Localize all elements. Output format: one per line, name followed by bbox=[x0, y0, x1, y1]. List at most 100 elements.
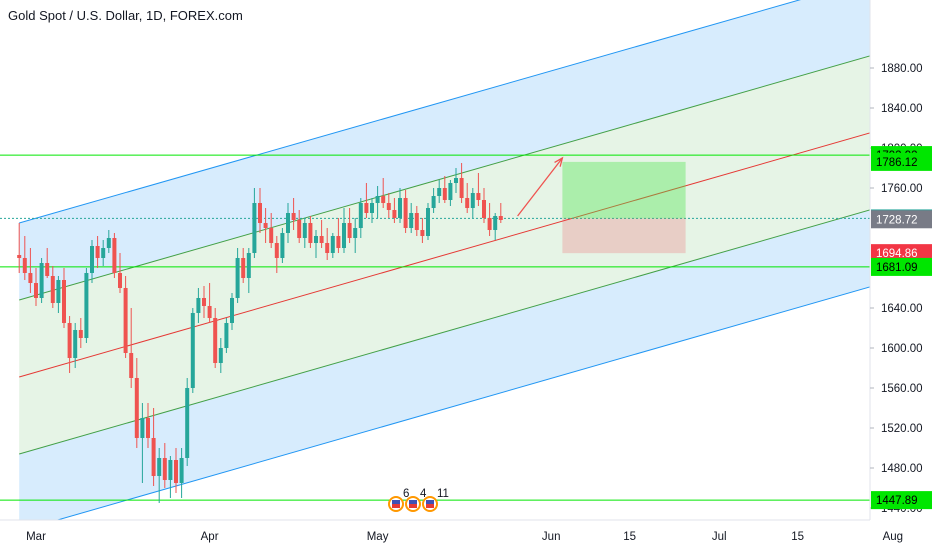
channel-median-line bbox=[19, 132, 870, 378]
candle bbox=[459, 163, 464, 203]
candle-body bbox=[101, 248, 106, 258]
candle bbox=[213, 308, 218, 368]
candle-body bbox=[90, 246, 94, 273]
candle-body bbox=[493, 216, 498, 230]
candle-body bbox=[398, 198, 402, 218]
price-axis-tick-label: 1480.00 bbox=[881, 463, 923, 475]
candle bbox=[470, 188, 475, 218]
candle-body bbox=[459, 178, 464, 198]
candle bbox=[45, 248, 50, 278]
price-tag-level[interactable]: 1681.09 bbox=[871, 257, 932, 276]
candle bbox=[224, 318, 229, 353]
candle-body bbox=[241, 258, 246, 278]
candle-body bbox=[336, 236, 341, 248]
candle-body bbox=[409, 213, 414, 228]
price-tag-stop[interactable]: 1694.86 bbox=[871, 244, 932, 263]
candle bbox=[398, 188, 402, 223]
candle bbox=[185, 378, 190, 466]
price-axis-tick-label: 1560.00 bbox=[881, 383, 923, 395]
event-badge[interactable]: 11 bbox=[422, 488, 449, 512]
candle bbox=[274, 236, 279, 273]
price-axis-tick-label: 1600.00 bbox=[881, 343, 923, 355]
candle bbox=[498, 203, 503, 223]
candle-body bbox=[224, 323, 229, 348]
candle-body bbox=[129, 353, 134, 378]
event-badge[interactable]: 6 bbox=[388, 488, 409, 512]
candle bbox=[258, 188, 262, 233]
candle-body bbox=[487, 218, 492, 230]
price-tag-level[interactable]: 1447.89 bbox=[871, 491, 932, 510]
candle-body bbox=[280, 233, 285, 258]
candle-body bbox=[353, 228, 358, 238]
candle-body bbox=[325, 243, 330, 253]
candle-body bbox=[151, 438, 156, 476]
candle-body bbox=[174, 460, 178, 483]
candle-body bbox=[50, 276, 55, 303]
candle bbox=[325, 228, 330, 260]
candle-body bbox=[207, 306, 212, 318]
position-profit-zone[interactable] bbox=[562, 161, 686, 219]
candle bbox=[302, 218, 307, 248]
price-tag-grey[interactable]: 1728.72 bbox=[871, 210, 932, 229]
candle-body bbox=[482, 200, 486, 218]
candle bbox=[476, 173, 481, 206]
event-badge-count: 11 bbox=[437, 488, 449, 500]
candle-body bbox=[448, 183, 453, 200]
projection-arrow-line bbox=[517, 157, 563, 217]
candle-body bbox=[168, 460, 173, 480]
candle bbox=[465, 183, 470, 213]
price-tag-level[interactable]: 1786.12 bbox=[871, 152, 932, 171]
candle-body bbox=[364, 203, 369, 213]
flag-icon-stripe bbox=[426, 500, 434, 504]
candle-body bbox=[370, 203, 374, 213]
plot-area[interactable] bbox=[0, 0, 932, 531]
candle-body bbox=[269, 228, 274, 243]
event-badge[interactable]: 4 bbox=[405, 488, 427, 512]
projection-arrow-head bbox=[554, 156, 564, 167]
candle-body bbox=[213, 318, 218, 363]
candle bbox=[73, 323, 78, 368]
candle-body bbox=[146, 418, 150, 438]
candle bbox=[95, 236, 100, 268]
price-axis-tick-label: 1760.00 bbox=[881, 183, 923, 195]
candle-body bbox=[218, 348, 223, 363]
candle bbox=[39, 258, 44, 303]
candle-body bbox=[263, 223, 268, 228]
event-badge-count: 4 bbox=[420, 488, 427, 500]
price-tag-box bbox=[871, 152, 932, 171]
candle bbox=[426, 203, 430, 240]
candle bbox=[17, 223, 22, 273]
economic-events[interactable]: 6 4 11 bbox=[388, 488, 449, 512]
candle bbox=[34, 268, 38, 306]
price-axis-tick-label: 1640.00 bbox=[881, 303, 923, 315]
candle bbox=[454, 168, 458, 193]
candle bbox=[78, 318, 83, 348]
candle bbox=[62, 268, 66, 328]
candle bbox=[308, 216, 313, 248]
candle-body bbox=[235, 258, 240, 298]
candle-body bbox=[470, 193, 475, 208]
candle bbox=[90, 240, 94, 283]
candle bbox=[218, 338, 223, 373]
candle-body bbox=[286, 213, 290, 233]
candle-body bbox=[123, 288, 128, 353]
position-stop-zone[interactable] bbox=[562, 218, 686, 254]
candle-body bbox=[134, 378, 139, 438]
flag-icon-stripe bbox=[426, 504, 434, 508]
candle bbox=[482, 188, 486, 223]
channel-line-outer-lower bbox=[55, 286, 870, 520]
candle-body bbox=[375, 196, 380, 203]
time-axis-tick-label: Jul bbox=[712, 531, 727, 543]
candle bbox=[392, 198, 397, 223]
candle-body bbox=[17, 255, 22, 258]
candle-body bbox=[162, 458, 167, 480]
channel-band-upper bbox=[19, 0, 870, 300]
candle bbox=[28, 248, 33, 293]
candle bbox=[347, 208, 352, 243]
candle bbox=[280, 228, 285, 263]
candle-body bbox=[358, 203, 363, 228]
candle-body bbox=[252, 203, 257, 253]
candle-body bbox=[140, 418, 145, 438]
chart-title: Gold Spot / U.S. Dollar, 1D, FOREX.com bbox=[8, 8, 243, 23]
